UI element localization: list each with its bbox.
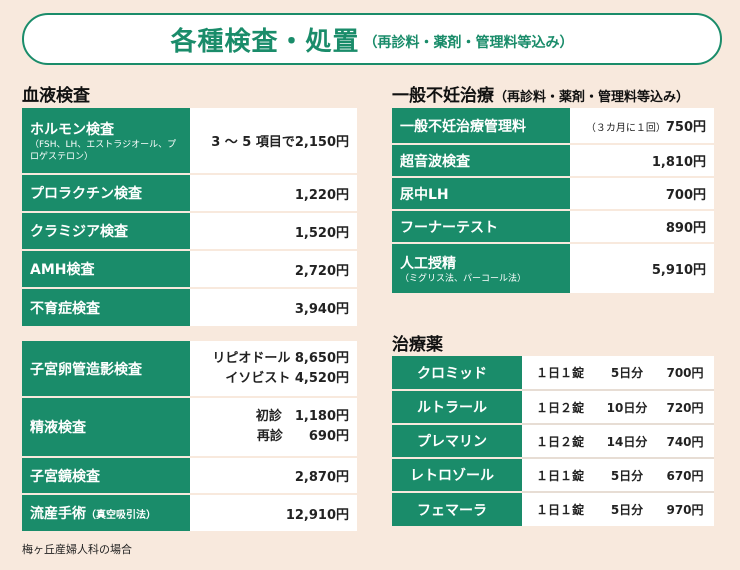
medicine-dose: １日２錠 xyxy=(522,424,598,459)
table-row: レトロゾール １日１錠 5日分 670円 xyxy=(392,458,714,493)
row-value: 12,910円 xyxy=(190,494,357,531)
row-label: 流産手術（真空吸引法） xyxy=(22,494,190,531)
medicine-name: ルトラール xyxy=(392,390,522,425)
fertility-table: 一般不妊治療管理料 （３カ月に１回）750円 超音波検査 1,810円 尿中LH… xyxy=(392,108,714,293)
table-row: フェマーラ １日１錠 5日分 970円 xyxy=(392,492,714,526)
table-row: 人工授精 （ミグリス法、パーコール法） 5,910円 xyxy=(392,243,714,293)
row-label: プロラクチン検査 xyxy=(22,174,190,213)
medicine-price: 740円 xyxy=(656,424,714,459)
row-value: 3 ～ 5 項目で2,150円 xyxy=(190,108,357,175)
value-text: 750円 xyxy=(665,120,706,135)
row-value: 2,720円 xyxy=(190,250,357,289)
table-row: 尿中LH 700円 xyxy=(392,177,714,211)
row-label: 不育症検査 xyxy=(22,288,190,326)
medicine-days: 14日分 xyxy=(598,424,656,459)
medicine-price: 970円 xyxy=(656,492,714,526)
medicine-price: 720円 xyxy=(656,390,714,425)
table-row: ホルモン検査 （FSH、LH、エストラジオール、プロゲステロン） 3 ～ 5 項… xyxy=(22,108,357,175)
medicine-dose: １日１錠 xyxy=(522,356,598,391)
medicine-days: 5日分 xyxy=(598,356,656,391)
table-row: AMH検査 2,720円 xyxy=(22,250,357,289)
row-value: 初診 1,180円 再診 690円 xyxy=(190,397,357,458)
table-row: 子宮鏡検査 2,870円 xyxy=(22,457,357,495)
blood-table: ホルモン検査 （FSH、LH、エストラジオール、プロゲステロン） 3 ～ 5 項… xyxy=(22,108,357,326)
value-line: イソビスト 4,520円 xyxy=(225,370,349,386)
label-text: 流産手術 xyxy=(30,506,86,522)
row-label: フーナーテスト xyxy=(392,210,570,244)
row-label: クラミジア検査 xyxy=(22,212,190,251)
value-prefix: （３カ月に１回） xyxy=(585,123,666,134)
table-row: 子宮卵管造影検査 リピオドール 8,650円 イソビスト 4,520円 xyxy=(22,341,357,398)
row-value: 700円 xyxy=(570,177,714,211)
medicine-dose: １日１錠 xyxy=(522,458,598,493)
medicine-name: フェマーラ xyxy=(392,492,522,526)
table-row: 超音波検査 1,810円 xyxy=(392,144,714,178)
row-label: ホルモン検査 （FSH、LH、エストラジオール、プロゲステロン） xyxy=(22,108,190,175)
table-row: 不育症検査 3,940円 xyxy=(22,288,357,326)
row-value: （３カ月に１回）750円 xyxy=(570,108,714,145)
value-line: 再診 690円 xyxy=(256,429,349,444)
medicine-heading: 治療薬 xyxy=(392,335,443,355)
row-value: 1,220円 xyxy=(190,174,357,213)
page-subtitle: （再診料・薬剤・管理料等込み） xyxy=(363,35,574,51)
footnote: 梅ヶ丘産婦人科の場合 xyxy=(22,543,132,556)
procedure-table: 子宮卵管造影検査 リピオドール 8,650円 イソビスト 4,520円 精液検査… xyxy=(22,341,357,531)
medicine-name: クロミッド xyxy=(392,356,522,391)
row-value: 890円 xyxy=(570,210,714,244)
blood-heading: 血液検査 xyxy=(22,86,90,106)
medicine-days: 10日分 xyxy=(598,390,656,425)
row-value: 5,910円 xyxy=(570,243,714,293)
title-banner: 各種検査・処置 （再診料・薬剤・管理料等込み） xyxy=(22,13,722,65)
label-text: ホルモン検査 xyxy=(30,121,114,138)
medicine-dose: １日１錠 xyxy=(522,492,598,526)
table-row: 精液検査 初診 1,180円 再診 690円 xyxy=(22,397,357,458)
table-row: プレマリン １日２錠 14日分 740円 xyxy=(392,424,714,459)
row-value: 3,940円 xyxy=(190,288,357,326)
row-label: 尿中LH xyxy=(392,177,570,211)
medicine-table: クロミッド １日１錠 5日分 700円 ルトラール １日２錠 10日分 720円… xyxy=(392,356,714,526)
table-row: 流産手術（真空吸引法） 12,910円 xyxy=(22,494,357,531)
table-row: クラミジア検査 1,520円 xyxy=(22,212,357,251)
label-text: 人工授精 xyxy=(400,255,456,272)
table-row: クロミッド １日１錠 5日分 700円 xyxy=(392,356,714,391)
value-line: 初診 1,180円 xyxy=(255,409,349,424)
row-value: 1,810円 xyxy=(570,144,714,178)
table-row: プロラクチン検査 1,220円 xyxy=(22,174,357,213)
row-value: 2,870円 xyxy=(190,457,357,495)
medicine-price: 700円 xyxy=(656,356,714,391)
medicine-price: 670円 xyxy=(656,458,714,493)
row-label: 一般不妊治療管理料 xyxy=(392,108,570,145)
row-label: AMH検査 xyxy=(22,250,190,289)
fertility-heading-sub: （再診料・薬剤・管理料等込み） xyxy=(494,90,690,105)
row-value: 1,520円 xyxy=(190,212,357,251)
label-note: （FSH、LH、エストラジオール、プロゲステロン） xyxy=(30,139,177,162)
fertility-heading: 一般不妊治療（再診料・薬剤・管理料等込み） xyxy=(392,81,689,106)
label-note: （真空吸引法） xyxy=(86,510,156,521)
value-line: リピオドール 8,650円 xyxy=(212,350,349,366)
row-label: 精液検査 xyxy=(22,397,190,458)
table-row: ルトラール １日２錠 10日分 720円 xyxy=(392,390,714,425)
fertility-heading-main: 一般不妊治療 xyxy=(392,86,494,106)
medicine-name: レトロゾール xyxy=(392,458,522,493)
row-label: 超音波検査 xyxy=(392,144,570,178)
page-title: 各種検査・処置 xyxy=(170,26,360,57)
row-label: 子宮鏡検査 xyxy=(22,457,190,495)
table-row: 一般不妊治療管理料 （３カ月に１回）750円 xyxy=(392,108,714,145)
medicine-days: 5日分 xyxy=(598,492,656,526)
row-label: 人工授精 （ミグリス法、パーコール法） xyxy=(392,243,570,293)
label-note: （ミグリス法、パーコール法） xyxy=(400,273,527,284)
medicine-dose: １日２錠 xyxy=(522,390,598,425)
table-row: フーナーテスト 890円 xyxy=(392,210,714,244)
medicine-days: 5日分 xyxy=(598,458,656,493)
row-value: リピオドール 8,650円 イソビスト 4,520円 xyxy=(190,341,357,398)
row-label: 子宮卵管造影検査 xyxy=(22,341,190,398)
medicine-name: プレマリン xyxy=(392,424,522,459)
